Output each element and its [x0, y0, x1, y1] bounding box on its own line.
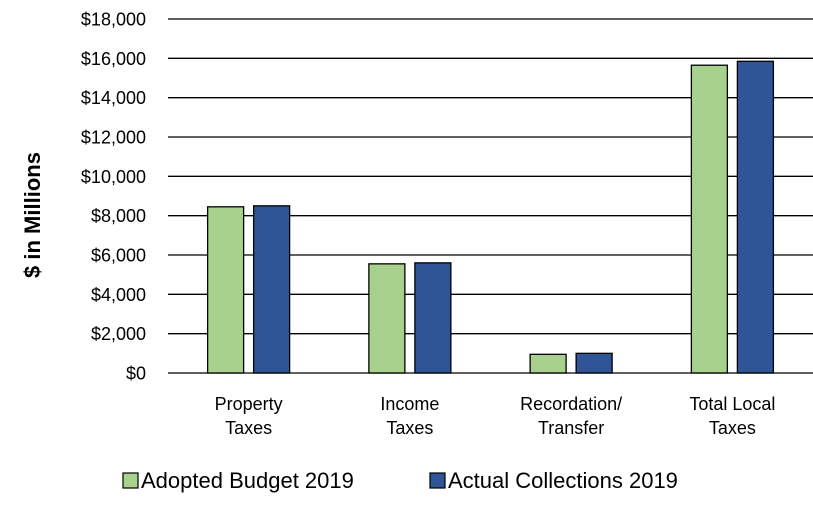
y-tick-label: $4,000	[91, 285, 146, 305]
legend-swatch	[429, 472, 446, 489]
y-axis-label: $ in Millions	[20, 152, 45, 278]
bar-actual	[575, 352, 613, 374]
x-tick-label: Property	[215, 394, 283, 414]
bar-adopted	[529, 353, 567, 374]
y-tick-label: $18,000	[81, 10, 146, 30]
legend-label: Adopted Budget 2019	[141, 468, 354, 493]
x-tick-label: Recordation/	[520, 394, 622, 414]
bar-actual	[414, 262, 452, 374]
legend: Adopted Budget 2019 Actual Collections 20…	[122, 468, 678, 493]
y-tick-label: $2,000	[91, 324, 146, 344]
y-tick-label: $12,000	[81, 128, 146, 148]
y-tick-label: $14,000	[81, 88, 146, 108]
y-tick-label: $6,000	[91, 246, 146, 266]
x-tick-label: Total Local	[689, 394, 775, 414]
y-axis-ticks: $0 $2,000 $4,000 $6,000 $8,000 $10,000 $12,000…	[81, 10, 146, 384]
legend-swatch	[122, 472, 139, 489]
y-tick-label: $16,000	[81, 49, 146, 69]
bars	[206, 60, 775, 374]
y-tick-label: $8,000	[91, 206, 146, 226]
bar-adopted	[368, 263, 406, 374]
x-axis-ticks: Property Taxes Income Taxes Recordation/Tran…	[215, 394, 776, 438]
x-tick-label: Taxes	[709, 418, 756, 438]
bar-adopted	[690, 64, 729, 374]
bar-adopted	[206, 206, 245, 374]
y-tick-label: $0	[126, 364, 146, 384]
bar-actual	[736, 60, 775, 374]
x-tick-label: Transfer	[538, 418, 604, 438]
x-tick-label: Income	[380, 394, 439, 414]
x-tick-label: Taxes	[386, 418, 433, 438]
bar-actual	[252, 205, 291, 374]
y-tick-label: $10,000	[81, 167, 146, 187]
legend-label: Actual Collections 2019	[448, 468, 678, 493]
x-tick-label: Taxes	[225, 418, 272, 438]
